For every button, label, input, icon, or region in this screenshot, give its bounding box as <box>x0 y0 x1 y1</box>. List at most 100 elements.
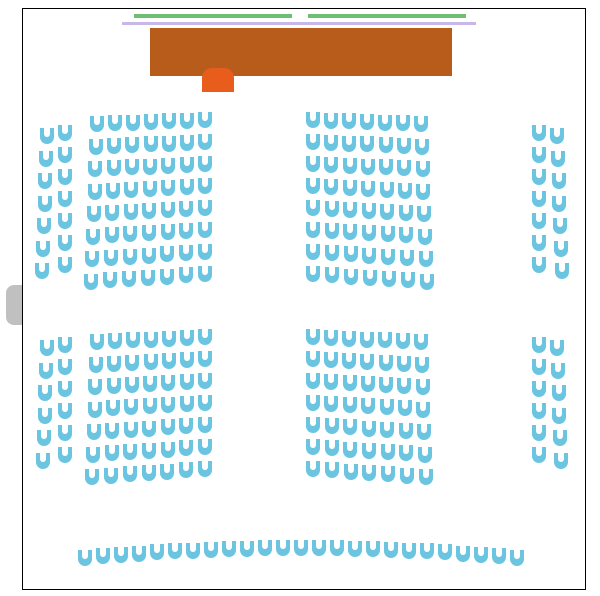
seat-mid_right-3-0[interactable] <box>532 403 546 419</box>
seat-mid_center_left-6-0[interactable] <box>85 469 99 485</box>
seat-front_center_left-3-1[interactable] <box>106 183 120 199</box>
seat-back_row-0-6[interactable] <box>186 543 200 559</box>
seat-mid_center_left-0-4[interactable] <box>162 331 176 347</box>
seat-mid_center_left-5-3[interactable] <box>142 443 156 459</box>
seat-back_row-0-11[interactable] <box>276 540 290 556</box>
seat-mid_center_left-6-1[interactable] <box>104 468 118 484</box>
seat-front_center_left-1-6[interactable] <box>198 134 212 150</box>
seat-mid_left-2-1[interactable] <box>58 381 72 397</box>
seat-front_center_left-4-4[interactable] <box>161 202 175 218</box>
seat-mid_center_left-2-3[interactable] <box>143 376 157 392</box>
seat-front_center_left-4-0[interactable] <box>87 206 101 222</box>
seat-front_center_left-5-1[interactable] <box>105 227 119 243</box>
seat-mid_center_right-0-2[interactable] <box>342 331 356 347</box>
seat-mid_center_right-2-0[interactable] <box>306 373 320 389</box>
seat-front_left-3-1[interactable] <box>58 191 72 207</box>
seat-mid_center_right-6-3[interactable] <box>362 465 376 481</box>
seat-mid_center_left-6-3[interactable] <box>142 465 156 481</box>
seat-mid_center_right-6-1[interactable] <box>325 462 339 478</box>
seat-front_right-0-0[interactable] <box>532 125 546 141</box>
seat-front_center_right-4-0[interactable] <box>306 200 320 216</box>
seat-front_center_right-3-6[interactable] <box>416 184 430 200</box>
seat-mid_center_right-3-0[interactable] <box>306 395 320 411</box>
seat-mid_center_left-3-5[interactable] <box>180 396 194 412</box>
seat-front_center_right-3-5[interactable] <box>398 183 412 199</box>
seat-mid_center_right-1-2[interactable] <box>342 353 356 369</box>
seat-mid_center_right-5-4[interactable] <box>381 444 395 460</box>
seat-front_center_right-0-3[interactable] <box>360 114 374 130</box>
seat-back_row-0-21[interactable] <box>456 546 470 562</box>
seat-mid_right-5-0[interactable] <box>532 447 546 463</box>
seat-mid_right-2-1[interactable] <box>552 385 566 401</box>
seat-back_row-0-13[interactable] <box>312 540 326 556</box>
seat-back_row-0-18[interactable] <box>402 543 416 559</box>
seat-mid_center_right-5-3[interactable] <box>362 443 376 459</box>
seat-mid_center_left-6-2[interactable] <box>123 466 137 482</box>
seat-back_row-0-3[interactable] <box>132 546 146 562</box>
seat-mid_center_right-3-6[interactable] <box>416 402 430 418</box>
seat-mid_center_left-2-6[interactable] <box>198 373 212 389</box>
seat-mid_center_right-0-5[interactable] <box>396 333 410 349</box>
seat-front_right-2-1[interactable] <box>552 173 566 189</box>
seat-front_center_left-6-6[interactable] <box>198 244 212 260</box>
seat-mid_center_left-3-3[interactable] <box>143 398 157 414</box>
seat-mid_center_right-5-0[interactable] <box>306 439 320 455</box>
seat-mid_center_right-6-6[interactable] <box>419 469 433 485</box>
seat-back_row-0-23[interactable] <box>492 548 506 564</box>
seat-mid_left-5-0[interactable] <box>36 453 50 469</box>
seat-back_row-0-15[interactable] <box>348 541 362 557</box>
seat-mid_center_left-0-3[interactable] <box>144 332 158 348</box>
seat-front_center_left-4-6[interactable] <box>198 200 212 216</box>
seat-mid_center_left-1-3[interactable] <box>144 354 158 370</box>
seat-mid_center_left-1-4[interactable] <box>162 353 176 369</box>
seat-mid_center_right-6-5[interactable] <box>400 468 414 484</box>
seat-front_left-1-0[interactable] <box>39 151 53 167</box>
seat-mid_left-0-1[interactable] <box>58 337 72 353</box>
seat-front_right-4-1[interactable] <box>553 218 567 234</box>
seat-back_row-0-17[interactable] <box>384 542 398 558</box>
seat-back_row-0-7[interactable] <box>204 542 218 558</box>
seat-front_center_left-0-4[interactable] <box>162 113 176 129</box>
seat-front_center_right-6-2[interactable] <box>344 246 358 262</box>
seat-front_center_left-7-6[interactable] <box>198 266 212 282</box>
seat-front_center_left-0-6[interactable] <box>198 112 212 128</box>
seat-front_center_right-6-5[interactable] <box>400 250 414 266</box>
seat-front_center_right-6-4[interactable] <box>381 249 395 265</box>
seat-mid_left-1-1[interactable] <box>58 359 72 375</box>
seat-front_center_left-0-3[interactable] <box>144 114 158 130</box>
seat-front_center_left-1-0[interactable] <box>89 139 103 155</box>
seat-front_center_left-3-2[interactable] <box>124 182 138 198</box>
seat-front_right-0-1[interactable] <box>550 128 564 144</box>
seat-front_center_right-3-3[interactable] <box>361 181 375 197</box>
seat-front_center_left-6-0[interactable] <box>85 251 99 267</box>
seat-mid_center_left-4-1[interactable] <box>105 423 119 439</box>
seat-front_center_left-4-1[interactable] <box>105 205 119 221</box>
seat-back_row-0-16[interactable] <box>366 541 380 557</box>
seat-mid_center_left-0-2[interactable] <box>126 332 140 348</box>
seat-mid_right-0-0[interactable] <box>532 337 546 353</box>
seat-mid_center_left-1-2[interactable] <box>125 355 139 371</box>
seat-front_center_right-2-1[interactable] <box>324 157 338 173</box>
seat-mid_left-3-1[interactable] <box>58 403 72 419</box>
seat-front_center_right-0-0[interactable] <box>306 112 320 128</box>
seat-mid_center_left-4-3[interactable] <box>142 421 156 437</box>
seat-front_center_right-7-6[interactable] <box>420 274 434 290</box>
seat-mid_left-3-0[interactable] <box>38 408 52 424</box>
seat-mid_center_left-4-6[interactable] <box>198 417 212 433</box>
seat-mid_center_left-4-4[interactable] <box>161 419 175 435</box>
seat-front_center_left-3-5[interactable] <box>180 179 194 195</box>
seat-front_left-1-1[interactable] <box>58 147 72 163</box>
seat-front_center_left-2-2[interactable] <box>125 159 139 175</box>
seat-front_center_left-5-4[interactable] <box>161 224 175 240</box>
seat-front_center_right-3-4[interactable] <box>380 182 394 198</box>
seat-front_left-5-1[interactable] <box>58 235 72 251</box>
seat-front_right-5-1[interactable] <box>554 241 568 257</box>
seat-front_center_left-5-0[interactable] <box>86 229 100 245</box>
seat-front_center_right-3-0[interactable] <box>306 178 320 194</box>
seat-mid_center_right-2-5[interactable] <box>397 378 411 394</box>
seat-mid_center_right-6-0[interactable] <box>306 461 320 477</box>
seat-front_center_left-6-5[interactable] <box>179 245 193 261</box>
seat-front_right-3-0[interactable] <box>532 191 546 207</box>
seat-front_center_left-6-1[interactable] <box>104 250 118 266</box>
seat-front_center_right-7-5[interactable] <box>401 272 415 288</box>
